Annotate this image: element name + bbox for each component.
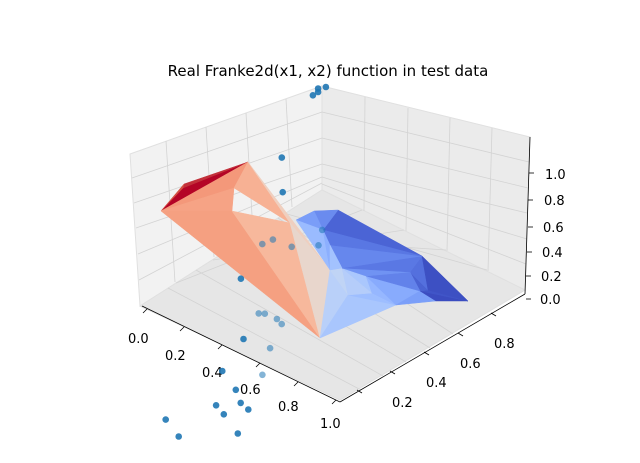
y-tick-label: 0.8 — [494, 337, 515, 352]
z-tick-label: 0.6 — [543, 221, 564, 236]
data-point — [261, 310, 269, 318]
data-point — [237, 275, 245, 283]
scatter-points — [162, 83, 330, 440]
x-tick-label: 0.8 — [278, 400, 299, 415]
data-point — [237, 399, 244, 407]
data-point — [309, 92, 317, 99]
data-point — [273, 315, 281, 323]
y-tick-labels: 0.2 0.4 0.6 0.8 — [392, 337, 515, 411]
chart-title: Real Franke2d(x1, x2) function in test d… — [168, 62, 489, 80]
data-point — [288, 243, 296, 251]
surface — [160, 161, 469, 339]
data-point — [322, 83, 330, 91]
z-tick-label: 0.2 — [541, 270, 562, 285]
x-tick-label: 0.2 — [165, 349, 186, 364]
tick-marks — [142, 172, 534, 405]
data-point — [232, 386, 240, 394]
z-tick-label: 0.4 — [542, 246, 563, 261]
z-tick-label: 0.0 — [540, 293, 561, 308]
data-point — [266, 344, 274, 352]
data-point — [234, 430, 242, 437]
z-tick-label: 0.8 — [544, 194, 565, 209]
data-point — [259, 371, 266, 379]
data-point — [318, 226, 326, 234]
data-point — [278, 154, 286, 161]
data-point — [255, 310, 262, 317]
data-point — [269, 236, 277, 243]
axis-lines — [141, 136, 531, 403]
data-point — [278, 320, 286, 328]
x-tick-label: 1.0 — [320, 417, 341, 432]
data-point — [175, 433, 182, 440]
x-tick-label: 0.6 — [240, 383, 261, 398]
data-point — [219, 367, 226, 375]
y-tick-label: 0.6 — [460, 357, 481, 372]
x-tick-labels: 0.0 0.2 0.4 0.6 0.8 1.0 — [128, 332, 341, 432]
z-tick-label: 1.0 — [545, 168, 566, 183]
data-point — [240, 335, 247, 343]
data-point — [162, 416, 169, 423]
y-tick-label: 0.4 — [426, 376, 447, 391]
data-point — [245, 406, 252, 413]
data-point — [279, 188, 287, 196]
data-point — [220, 411, 228, 418]
data-point — [212, 402, 220, 409]
data-point — [314, 88, 322, 96]
data-point — [315, 242, 322, 249]
data-point — [259, 240, 266, 248]
x-tick-label: 0.0 — [128, 332, 149, 347]
x-tick-label: 0.4 — [202, 366, 223, 381]
z-tick-labels: 0.0 0.2 0.4 0.6 0.8 1.0 — [540, 168, 566, 308]
y-tick-label: 0.2 — [392, 396, 413, 411]
